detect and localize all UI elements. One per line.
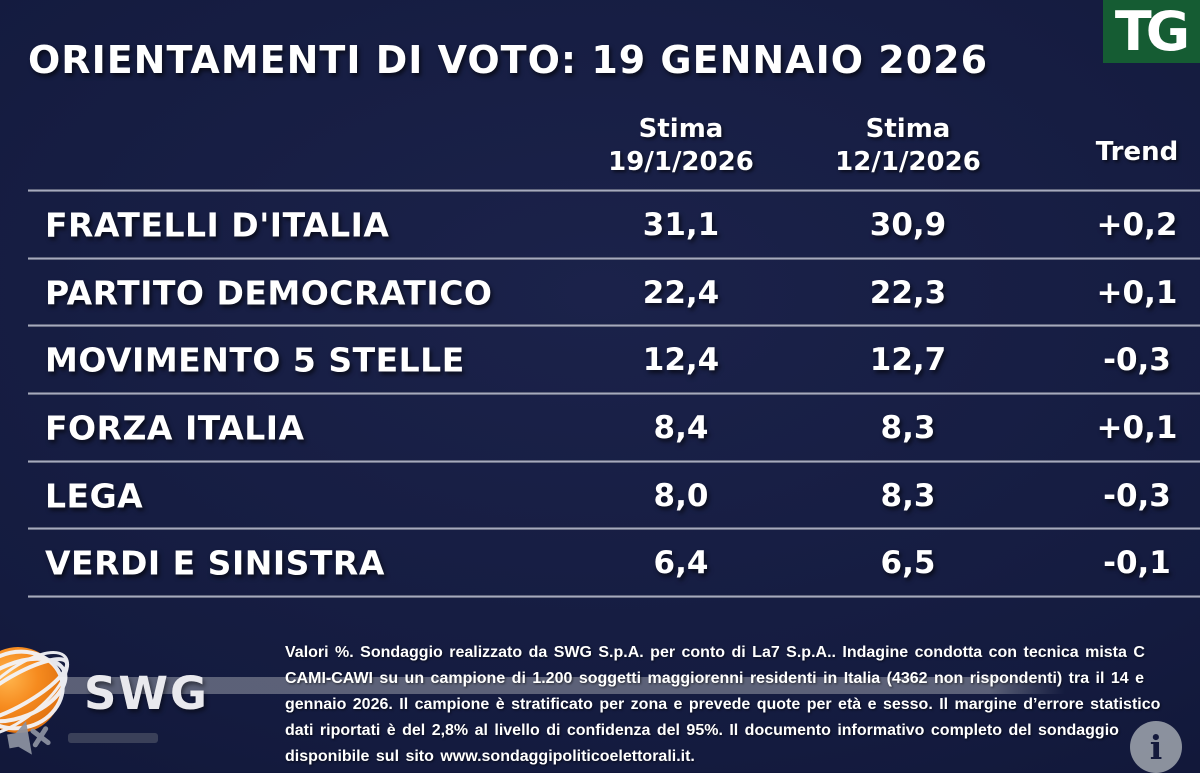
- column-header-line1: Stima: [865, 114, 951, 144]
- info-icon[interactable]: i: [1130, 721, 1182, 773]
- stima-current-value: 6,4: [653, 544, 709, 581]
- trend-value: -0,3: [1103, 477, 1171, 514]
- disclaimer-line: disponibile sul sito www.sondaggipolitic…: [285, 748, 695, 765]
- row-separator: [28, 527, 1200, 530]
- party-name: LEGA: [45, 476, 144, 515]
- stima-current-value: 8,0: [653, 477, 709, 514]
- disclaimer-line: CAMI-CAWI su un campione di 1.200 sogget…: [285, 670, 1145, 687]
- column-header-line1: Stima: [638, 114, 724, 144]
- row-separator: [28, 324, 1200, 327]
- party-name: MOVIMENTO 5 STELLE: [45, 340, 465, 379]
- swg-globe-icon: [0, 647, 70, 737]
- trend-value: -0,1: [1103, 544, 1171, 581]
- page-title: ORIENTAMENTI DI VOTO: 19 GENNAIO 2026: [28, 38, 989, 82]
- lower-third-band: [0, 677, 1065, 694]
- table-row: FORZA ITALIA 8,4 8,3 +0,1: [0, 395, 1200, 460]
- stima-previous-value: 12,7: [869, 341, 947, 378]
- row-separator: [28, 595, 1200, 598]
- party-name: FRATELLI D'ITALIA: [45, 205, 390, 244]
- swg-underline-bar: [68, 733, 158, 743]
- table-row: PARTITO DEMOCRATICO 22,4 22,3 +0,1: [0, 260, 1200, 325]
- info-icon-glyph: i: [1149, 727, 1163, 767]
- trend-value: +0,2: [1096, 206, 1178, 243]
- row-separator: [28, 392, 1200, 395]
- trend-value: +0,1: [1096, 409, 1178, 446]
- disclaimer-text: Valori %. Sondaggio realizzato da SWG S.…: [285, 640, 1200, 770]
- trend-value: +0,1: [1096, 274, 1178, 311]
- disclaimer-line: dati riportati è del 2,8% al livello di …: [285, 722, 1119, 739]
- stima-current-value: 31,1: [642, 206, 720, 243]
- column-header-trend: Trend: [1095, 137, 1179, 167]
- stima-current-value: 22,4: [642, 274, 720, 311]
- row-separator: [28, 257, 1200, 260]
- stima-current-value: 8,4: [653, 409, 709, 446]
- column-header-stima-12-1-2026: Stima 12/1/2026: [803, 113, 1013, 179]
- column-header-line2: 19/1/2026: [608, 147, 754, 177]
- tg-la7-logo: TG: [1103, 0, 1200, 63]
- tg-logo-text: TG: [1114, 0, 1190, 63]
- table-row: LEGA 8,0 8,3 -0,3: [0, 463, 1200, 528]
- swg-brand: SWG: [84, 667, 209, 720]
- table-row: VERDI E SINISTRA 6,4 6,5 -0,1: [0, 530, 1200, 595]
- column-header-line2: 12/1/2026: [835, 147, 981, 177]
- mute-icon[interactable]: [2, 710, 54, 766]
- column-header-stima-19-1-2026: Stima 19/1/2026: [576, 113, 786, 179]
- stima-previous-value: 22,3: [869, 274, 947, 311]
- row-separator: [28, 460, 1200, 463]
- stima-previous-value: 8,3: [880, 409, 936, 446]
- table-row: MOVIMENTO 5 STELLE 12,4 12,7 -0,3: [0, 327, 1200, 392]
- disclaimer-line: gennaio 2026. Il campione è stratificato…: [285, 696, 1161, 713]
- disclaimer-line: Valori %. Sondaggio realizzato da SWG S.…: [285, 644, 1145, 661]
- party-name: PARTITO DEMOCRATICO: [45, 273, 493, 312]
- row-separator: [28, 189, 1200, 192]
- party-name: FORZA ITALIA: [45, 408, 305, 447]
- stima-previous-value: 30,9: [869, 206, 947, 243]
- stima-previous-value: 6,5: [880, 544, 936, 581]
- stima-current-value: 12,4: [642, 341, 720, 378]
- trend-value: -0,3: [1103, 341, 1171, 378]
- stima-previous-value: 8,3: [880, 477, 936, 514]
- party-name: VERDI E SINISTRA: [45, 543, 385, 582]
- table-row: FRATELLI D'ITALIA 31,1 30,9 +0,2: [0, 192, 1200, 257]
